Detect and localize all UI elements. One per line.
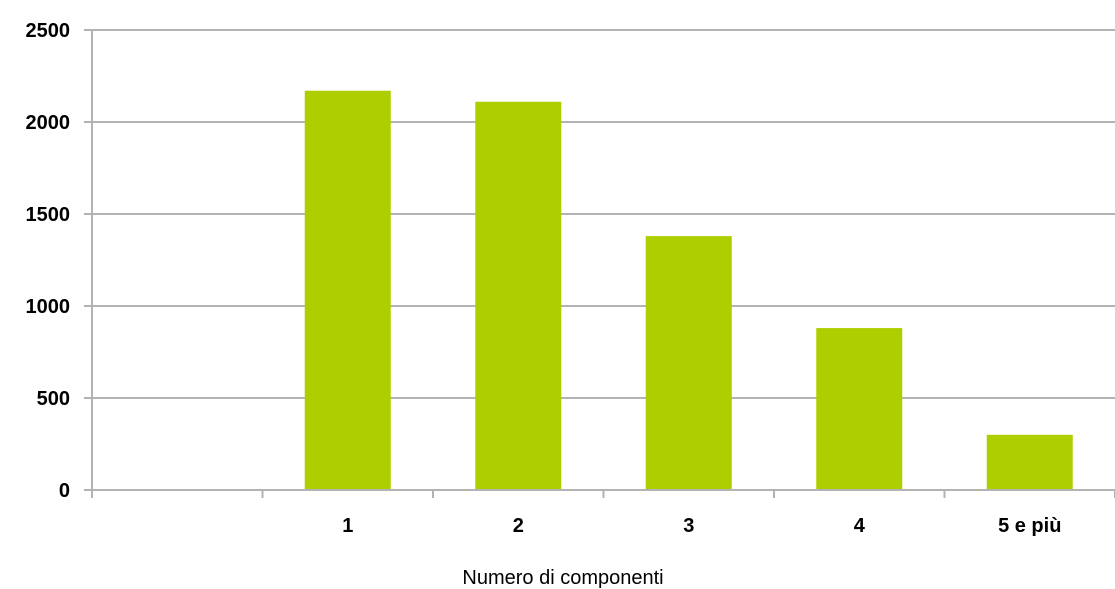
y-tick-label: 0 <box>59 480 70 502</box>
bar-2 <box>475 101 562 490</box>
y-tick-label: 2000 <box>26 112 71 134</box>
x-tick-labels: 1 2 3 4 5 e più <box>342 515 1061 537</box>
bar-3 <box>645 236 732 490</box>
x-tick-label: 3 <box>683 515 694 537</box>
bar-4 <box>816 328 903 490</box>
x-axis-label: Numero di componenti <box>462 567 663 589</box>
bar-5 e più <box>986 434 1073 490</box>
x-tick-label: 1 <box>342 515 353 537</box>
x-tick-label: 5 e più <box>998 515 1061 537</box>
gridlines <box>92 29 1115 399</box>
x-tick-label: 4 <box>854 515 866 537</box>
y-tick-label: 1000 <box>26 296 71 318</box>
y-tick-label: 2500 <box>26 20 71 42</box>
axes <box>84 29 1115 498</box>
bar-1 <box>304 90 391 490</box>
y-tick-label: 500 <box>37 388 70 410</box>
y-tick-label: 1500 <box>26 204 71 226</box>
bars <box>304 90 1073 490</box>
y-tick-labels: 0 500 1000 1500 2000 2500 <box>26 20 71 502</box>
x-tick-label: 2 <box>513 515 524 537</box>
